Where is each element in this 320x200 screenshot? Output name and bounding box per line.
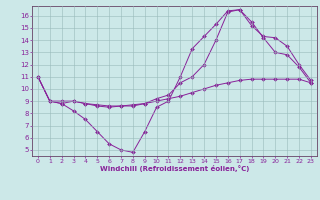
X-axis label: Windchill (Refroidissement éolien,°C): Windchill (Refroidissement éolien,°C) [100,165,249,172]
